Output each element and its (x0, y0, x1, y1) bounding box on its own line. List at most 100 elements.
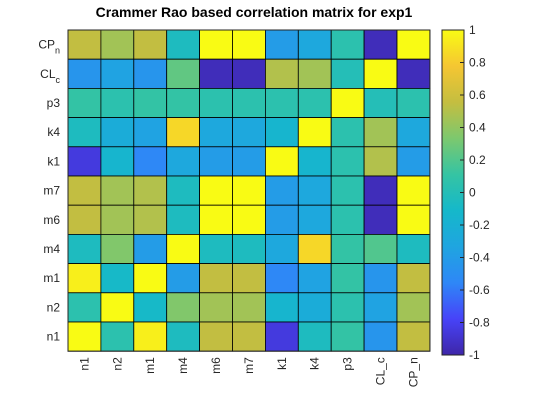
heatmap-cell (264, 292, 299, 323)
colorbar-tick-label: 0.4 (469, 121, 486, 135)
y-tick-label: n2 (47, 300, 61, 314)
heatmap-cell (199, 58, 233, 89)
heatmap-cell (396, 321, 431, 352)
colorbar-tick-label: 0.6 (469, 88, 486, 102)
heatmap-cell (330, 88, 365, 119)
heatmap-cell (297, 233, 332, 264)
y-tick-label: CLc (40, 67, 60, 85)
heatmap-cell (264, 263, 299, 294)
heatmap-cell (100, 321, 135, 352)
colorbar-tick-label: -0.6 (469, 283, 490, 297)
heatmap-cell (166, 58, 200, 89)
heatmap-cell (100, 146, 135, 177)
y-tick-label: m1 (43, 271, 60, 285)
heatmap-cell (264, 321, 299, 352)
x-tick-label: m6 (209, 357, 223, 374)
heatmap-cell (166, 29, 200, 60)
heatmap-cell (264, 204, 299, 235)
heatmap-cell (100, 88, 135, 119)
heatmap-cell (199, 88, 233, 119)
heatmap-cell (166, 146, 200, 177)
heatmap-cell (100, 263, 135, 294)
heatmap-cell (100, 233, 135, 264)
heatmap-cell (363, 29, 398, 60)
heatmap-cell (133, 29, 168, 60)
x-tick-label: p3 (341, 357, 355, 371)
y-tick-label: CPn (38, 38, 60, 56)
heatmap-cell (133, 58, 168, 89)
heatmap-cell (232, 204, 266, 235)
heatmap-cell (363, 263, 398, 294)
heatmap-cell (100, 29, 135, 60)
x-tick-label: CL_c (374, 357, 388, 385)
heatmap-cell (133, 204, 168, 235)
heatmap-cell (297, 88, 332, 119)
heatmap-cell (330, 58, 365, 89)
heatmap-cell (363, 204, 398, 235)
y-axis-tick-labels: CPn CLc p3 k4 k1 m7 m6 m4 m1 n2 n1 (38, 38, 60, 344)
heatmap-cell (166, 263, 200, 294)
heatmap-cell (232, 146, 266, 177)
heatmap-cell (396, 292, 431, 323)
heatmap-cell (330, 292, 365, 323)
heatmap-cell (330, 233, 365, 264)
heatmap-cell (330, 146, 365, 177)
heatmap-cell (100, 175, 135, 206)
heatmap-cell (232, 263, 266, 294)
y-tick-label: m6 (43, 213, 60, 227)
colorbar-tick-label: 0 (469, 186, 476, 200)
colorbar-tick-label: -0.2 (469, 218, 490, 232)
x-tick-label: m7 (242, 357, 256, 374)
heatmap-cell (363, 233, 398, 264)
heatmap-cell (133, 88, 168, 119)
heatmap-cell (396, 263, 431, 294)
heatmap-cell (199, 263, 233, 294)
heatmap-cell (199, 233, 233, 264)
y-tick-label: k4 (47, 125, 60, 139)
heatmap-cell (67, 321, 102, 352)
heatmap-cell (232, 233, 266, 264)
heatmap-cell (330, 263, 365, 294)
x-tick-label: k1 (275, 357, 289, 370)
heatmap-cell (363, 117, 398, 148)
colorbar-tick-label: -0.4 (469, 251, 490, 265)
heatmap-cell (166, 233, 200, 264)
colorbar-tick-label: 0.8 (469, 56, 486, 70)
heatmap-cell (133, 292, 168, 323)
heatmap-cell (363, 58, 398, 89)
heatmap-cell (232, 58, 266, 89)
heatmap-cell (396, 175, 431, 206)
heatmap-cell (297, 58, 332, 89)
heatmap-cell (396, 117, 431, 148)
heatmap-cell (330, 321, 365, 352)
heatmap-cell (330, 29, 365, 60)
heatmap-cell (100, 58, 135, 89)
heatmap-cell (199, 175, 233, 206)
heatmap-cell (363, 321, 398, 352)
heatmap-cell (232, 292, 266, 323)
heatmap-cell (166, 321, 200, 352)
chart-title: Crammer Rao based correlation matrix for… (96, 4, 413, 20)
colorbar-tick-label: -1 (469, 348, 480, 362)
heatmap-cell (67, 146, 102, 177)
heatmap-cell (264, 117, 299, 148)
heatmap-cell (232, 117, 266, 148)
heatmap-cell (67, 175, 102, 206)
heatmap-cell (297, 321, 332, 352)
heatmap-cell (67, 233, 102, 264)
heatmap-cell (199, 321, 233, 352)
heatmap-cell (232, 29, 266, 60)
heatmap-cell (297, 175, 332, 206)
y-tick-label: m7 (43, 184, 60, 198)
x-tick-label: m1 (143, 357, 157, 374)
colorbar-tick-label: 1 (469, 23, 476, 37)
heatmap-cell (166, 292, 200, 323)
heatmap-cell (363, 292, 398, 323)
heatmap-cell (232, 175, 266, 206)
heatmap-cell (166, 88, 200, 119)
y-tick-label: p3 (47, 96, 61, 110)
heatmap-cell (199, 146, 233, 177)
heatmap-cell (264, 146, 299, 177)
heatmap-cell (396, 146, 431, 177)
